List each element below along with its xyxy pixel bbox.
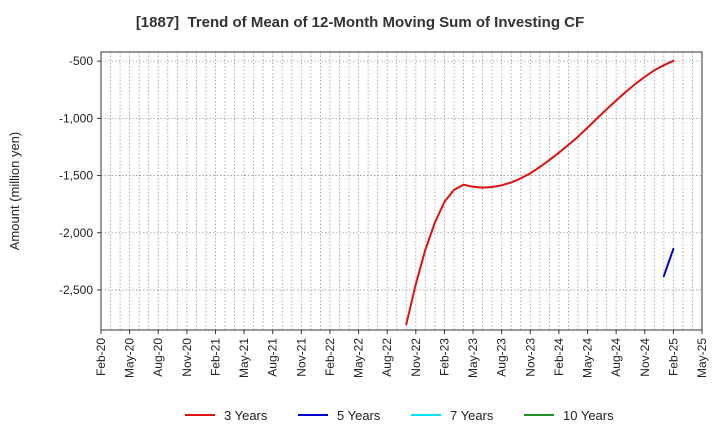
x-tick-label: Feb-25: [666, 338, 680, 376]
x-tick-label: May-23: [466, 338, 480, 378]
legend-label-3-years: 3 Years: [224, 408, 268, 423]
y-axis-ticks: -500 -1,000 -1,500 -2,000 -2,500: [59, 54, 101, 297]
x-tick-label: Feb-23: [437, 338, 451, 376]
legend-label-7-years: 7 Years: [450, 408, 494, 423]
y-axis-label: Amount (million yen): [7, 132, 22, 251]
x-tick-label: Aug-23: [495, 338, 509, 377]
chart-title: [1887] Trend of Mean of 12-Month Moving …: [135, 14, 585, 31]
x-tick-label: Nov-23: [523, 338, 537, 377]
y-tick-label: -500: [69, 54, 93, 68]
x-tick-label: May-25: [695, 338, 709, 378]
x-tick-label: Aug-22: [380, 338, 394, 377]
series-line-5-years: [662, 247, 675, 278]
x-tick-label: Feb-21: [208, 338, 222, 376]
x-tick-label: Aug-21: [266, 338, 280, 377]
x-tick-label: Feb-24: [552, 338, 566, 376]
grid-layer: [100, 52, 703, 330]
x-tick-label: Aug-20: [151, 338, 165, 377]
series-line-3-years: [405, 59, 675, 326]
x-tick-label: Nov-22: [409, 338, 423, 377]
legend-label-5-years: 5 Years: [337, 408, 381, 423]
y-tick-label: -2,000: [59, 226, 93, 240]
x-tick-label: May-24: [581, 338, 595, 378]
x-tick-label: Feb-22: [323, 338, 337, 376]
x-tick-label: May-22: [352, 338, 366, 378]
plot-frame: [100, 51, 703, 331]
y-tick-label: -2,500: [59, 283, 93, 297]
x-tick-label: Feb-20: [94, 338, 108, 376]
y-tick-label: -1,000: [59, 111, 93, 125]
legend-label-10-years: 10 Years: [563, 408, 614, 423]
x-tick-label: May-21: [237, 338, 251, 378]
series-layer: [405, 59, 675, 326]
x-tick-label: Nov-20: [180, 338, 194, 377]
x-axis-ticks: Feb-20 May-20 Aug-20 Nov-20 Feb-21 May-21 Aug-…: [94, 330, 709, 378]
x-tick-label: May-20: [123, 338, 137, 378]
legend: 3 Years 5 Years 7 Years 10 Years: [185, 408, 614, 423]
x-tick-label: Nov-21: [294, 338, 308, 377]
x-tick-label: Nov-24: [638, 338, 652, 377]
x-tick-label: Aug-24: [609, 338, 623, 377]
y-tick-label: -1,500: [59, 169, 93, 183]
